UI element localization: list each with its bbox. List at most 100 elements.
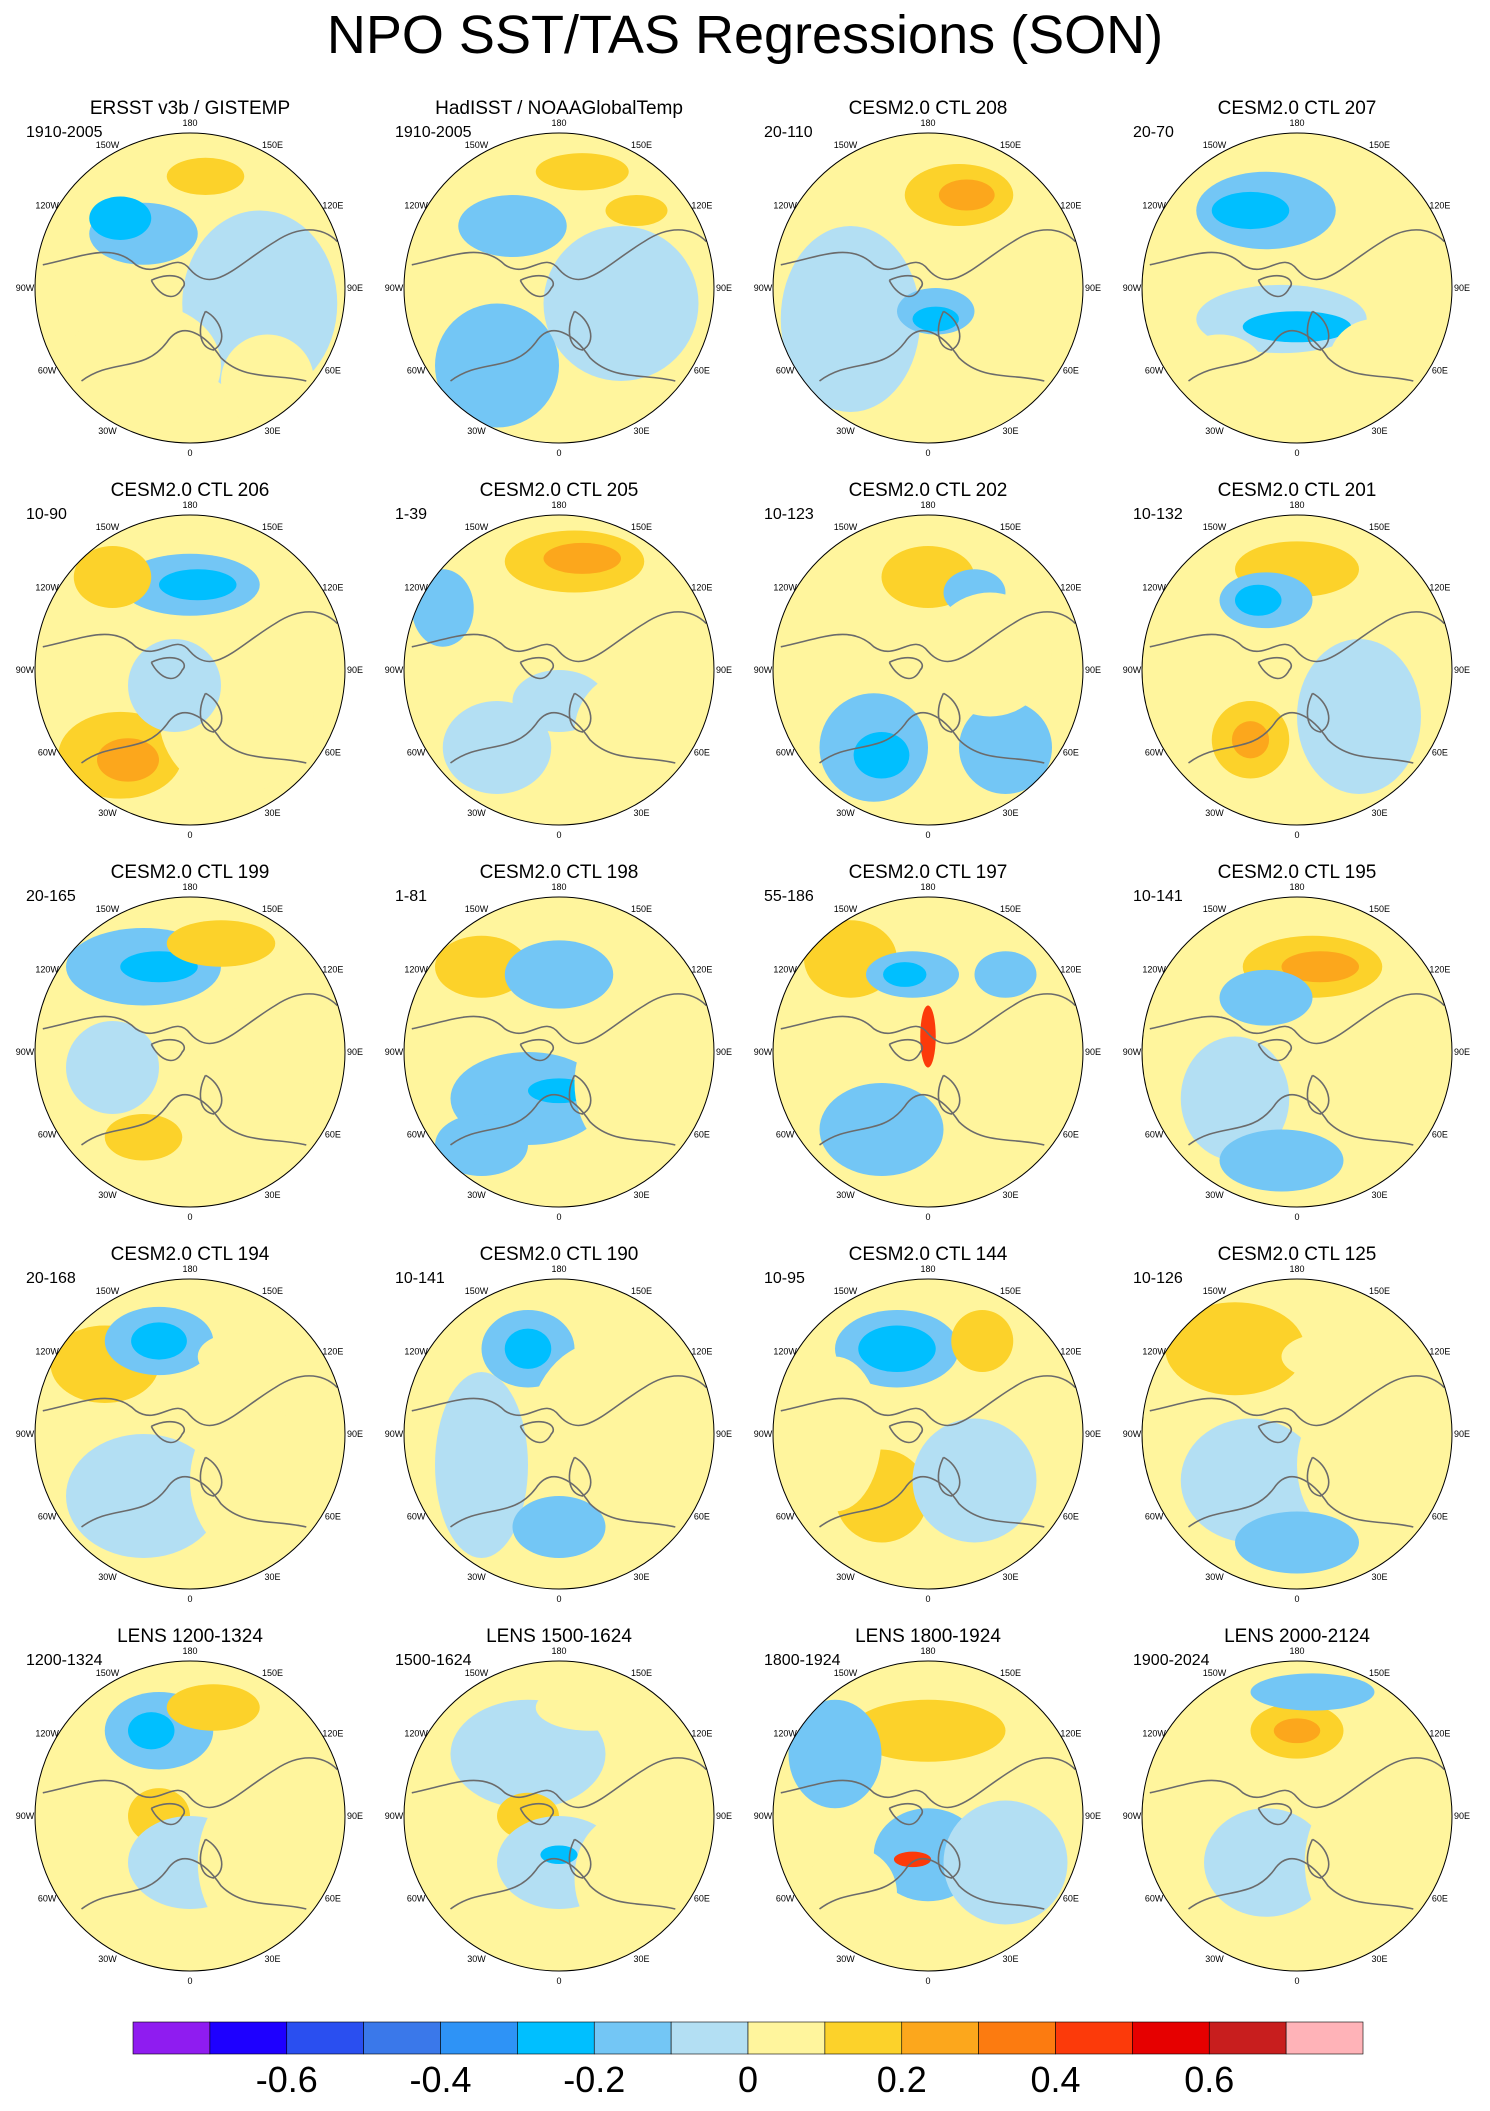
map-panel: CESM2.0 CTL 199 180 150E 120E 90E 60E 30E 0 30W 6… — [10, 862, 370, 1232]
coastline — [81, 1094, 307, 1146]
longitude-label: 180 — [920, 1646, 935, 1656]
longitude-label: 60W — [1145, 1130, 1164, 1140]
longitude-label: 90W — [1123, 1429, 1142, 1439]
longitude-label: 120E — [691, 201, 712, 211]
longitude-label: 180 — [551, 1646, 566, 1656]
anomaly-region — [1235, 1511, 1359, 1574]
longitude-label: 150W — [465, 140, 489, 150]
coastline — [42, 229, 338, 281]
longitude-label: 0 — [556, 448, 561, 458]
longitude-label: 120W — [404, 965, 428, 975]
longitude-label: 120W — [773, 1347, 797, 1357]
coastline — [819, 712, 1045, 764]
colorbar — [132, 2021, 1364, 2055]
longitude-label: 30E — [633, 426, 649, 436]
longitude-label: 120E — [691, 583, 712, 593]
longitude-label: 90E — [347, 1047, 363, 1057]
polar-map: 180 150E 120E 90E 60E 30E 0 30W 60W 90W 120W 150W — [754, 118, 1101, 458]
map-panel: CESM2.0 CTL 207 180 150E 120E 90E 60E 30E 0 30W 6… — [1117, 98, 1477, 468]
panel-period: 1200-1324 — [26, 1652, 103, 1669]
panel-title: CESM2.0 CTL 208 — [848, 98, 1008, 119]
panel-title: HadISST / NOAAGlobalTemp — [435, 98, 683, 119]
polar-map: 180 150E 120E 90E 60E 30E 0 30W 60W 90W 120W 150W — [16, 882, 363, 1222]
anomaly-region — [131, 1322, 187, 1360]
longitude-label: 90W — [385, 665, 404, 675]
longitude-label: 150E — [631, 1286, 652, 1296]
coastline — [819, 1858, 1045, 1910]
longitude-label: 180 — [1289, 500, 1304, 510]
coastline — [780, 993, 1076, 1045]
map-border — [1141, 1660, 1453, 1972]
longitude-label: 30E — [264, 808, 280, 818]
anomaly-region — [1242, 311, 1352, 343]
anomaly-region — [938, 179, 995, 211]
panel-period: 20-70 — [1133, 124, 1174, 141]
panel-period: 1910-2005 — [26, 124, 103, 141]
longitude-label: 60W — [38, 1512, 57, 1522]
longitude-label: 60W — [38, 748, 57, 758]
longitude-label: 120W — [1142, 1729, 1166, 1739]
coastline — [42, 1375, 338, 1427]
polar-map: 180 150E 120E 90E 60E 30E 0 30W 60W 90W 120W 150W — [1123, 1646, 1470, 1986]
map-border — [1141, 1278, 1453, 1590]
longitude-label: 120W — [35, 583, 59, 593]
longitude-label: 180 — [551, 500, 566, 510]
anomaly-region — [1165, 1302, 1305, 1396]
colorbar-tick-label: 0 — [737, 2059, 759, 2100]
longitude-label: 150W — [465, 522, 489, 532]
anomaly-region — [66, 303, 221, 428]
coastline — [568, 1074, 592, 1115]
longitude-label: 60E — [1432, 1130, 1448, 1140]
coastline — [1149, 1757, 1445, 1809]
longitude-label: 90E — [716, 1429, 732, 1439]
coastline — [780, 611, 1076, 663]
longitude-label: 150W — [1203, 522, 1227, 532]
longitude-label: 90E — [716, 1811, 732, 1821]
colorbar-swatch — [286, 2021, 364, 2055]
map-panel: LENS 1200-1324 180 150E 120E 90E 60E 30E 0 30W 60… — [10, 1626, 370, 1996]
longitude-label: 60E — [1432, 748, 1448, 758]
colorbar-swatch — [1132, 2021, 1210, 2055]
polar-map: 180 150E 120E 90E 60E 30E 0 30W 60W 90W 120W 150W — [385, 500, 732, 840]
anomaly-region — [574, 1816, 668, 1940]
longitude-label: 90W — [16, 665, 35, 675]
colorbar-swatch — [209, 2021, 288, 2055]
polar-map: 180 150E 120E 90E 60E 30E 0 30W 60W 90W 120W 150W — [754, 1264, 1101, 1604]
coastline — [568, 1838, 592, 1879]
coastline — [199, 310, 223, 351]
anomaly-region — [543, 226, 699, 381]
map-panel: CESM2.0 CTL 195 180 150E 120E 90E 60E 30E 0 30W 6… — [1117, 862, 1477, 1232]
longitude-label: 60W — [776, 366, 795, 376]
longitude-label: 30E — [1371, 1954, 1387, 1964]
longitude-label: 90W — [754, 1811, 773, 1821]
longitude-label: 90W — [385, 1429, 404, 1439]
panel-period: 1500-1624 — [395, 1652, 472, 1669]
map-border — [403, 1660, 715, 1972]
anomaly-region — [89, 196, 152, 240]
panel-period: 20-165 — [26, 888, 76, 905]
longitude-label: 60E — [694, 1130, 710, 1140]
coastline — [780, 1375, 1076, 1427]
longitude-label: 90E — [1085, 1429, 1101, 1439]
longitude-label: 90W — [754, 1047, 773, 1057]
coastline — [819, 1476, 1045, 1528]
anomaly-region — [504, 1328, 552, 1369]
colorbar-tick-label: 0.4 — [1030, 2059, 1081, 2100]
longitude-label: 120W — [773, 1729, 797, 1739]
coastline — [199, 1074, 223, 1115]
longitude-label: 180 — [1289, 1264, 1304, 1274]
panel-period: 1-39 — [395, 506, 428, 523]
panel-title: CESM2.0 CTL 201 — [1217, 480, 1377, 501]
map-border — [1141, 514, 1453, 826]
panel-title: CESM2.0 CTL 199 — [110, 862, 270, 883]
longitude-label: 30W — [836, 808, 855, 818]
map-background — [404, 1661, 714, 1971]
anomaly-region — [66, 1021, 159, 1114]
longitude-label: 30W — [98, 1954, 117, 1964]
colorbar-swatch — [670, 2021, 749, 2055]
map-panel: LENS 1500-1624 180 150E 120E 90E 60E 30E 0 30W 60… — [379, 1626, 739, 1996]
coastline — [1306, 1074, 1330, 1115]
colorbar-swatch — [1208, 2021, 1287, 2055]
coastline — [519, 1803, 554, 1826]
map-panel: LENS 1800-1924 180 150E 120E 90E 60E 30E 0 30W 60… — [748, 1626, 1108, 1996]
